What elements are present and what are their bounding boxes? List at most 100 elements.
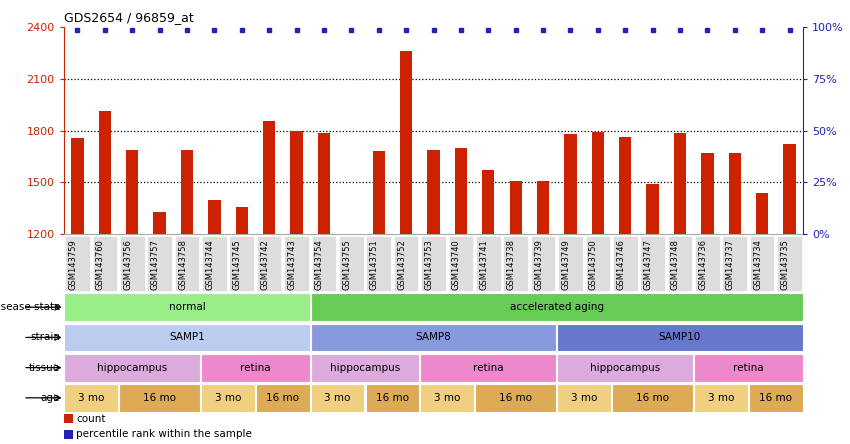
Text: GSM143750: GSM143750	[589, 239, 598, 290]
Bar	[449, 236, 473, 291]
Bar	[428, 150, 439, 234]
Text: GSM143734: GSM143734	[753, 239, 762, 290]
Text: GSM143741: GSM143741	[479, 239, 488, 290]
Bar	[640, 236, 665, 291]
Bar	[694, 384, 748, 412]
Text: GSM143746: GSM143746	[616, 239, 626, 290]
Bar	[284, 236, 309, 291]
Text: retina: retina	[241, 363, 271, 373]
Bar	[311, 293, 802, 321]
Bar	[475, 384, 556, 412]
Bar	[777, 236, 802, 291]
Bar	[784, 144, 796, 234]
Bar	[65, 324, 309, 351]
Text: GSM143744: GSM143744	[206, 239, 214, 290]
Bar	[421, 354, 556, 381]
Text: SAMP1: SAMP1	[169, 333, 205, 342]
Text: hippocampus: hippocampus	[330, 363, 400, 373]
Bar	[647, 184, 659, 234]
Bar	[558, 384, 611, 412]
Bar	[318, 133, 330, 234]
Bar	[339, 236, 364, 291]
Bar	[71, 139, 83, 234]
Bar	[476, 236, 501, 291]
Bar	[311, 324, 556, 351]
Text: GSM143756: GSM143756	[123, 239, 133, 290]
Bar	[311, 354, 419, 381]
Bar	[311, 384, 365, 412]
Bar	[208, 200, 220, 234]
Text: GSM143735: GSM143735	[780, 239, 790, 290]
Text: count: count	[76, 414, 105, 424]
Bar	[749, 384, 802, 412]
Text: 3 mo: 3 mo	[78, 393, 105, 403]
Bar	[257, 236, 281, 291]
Bar	[613, 236, 638, 291]
Text: age: age	[41, 393, 60, 403]
Text: 3 mo: 3 mo	[325, 393, 351, 403]
Text: GSM143736: GSM143736	[699, 239, 707, 290]
Bar	[147, 236, 172, 291]
Bar	[65, 293, 309, 321]
Bar	[366, 384, 419, 412]
Text: GSM143754: GSM143754	[315, 239, 324, 290]
Text: accelerated aging: accelerated aging	[510, 302, 604, 312]
Bar	[728, 153, 741, 234]
Bar	[230, 236, 254, 291]
Bar	[394, 236, 418, 291]
Bar	[421, 384, 474, 412]
Bar	[592, 132, 604, 234]
Text: GSM143752: GSM143752	[397, 239, 406, 290]
Text: 16 mo: 16 mo	[143, 393, 176, 403]
Text: GSM143737: GSM143737	[726, 239, 734, 290]
Bar	[695, 236, 720, 291]
Text: GDS2654 / 96859_at: GDS2654 / 96859_at	[64, 11, 194, 24]
Bar	[509, 181, 522, 234]
Bar	[530, 236, 555, 291]
Bar	[372, 151, 385, 234]
Text: GSM143755: GSM143755	[343, 239, 351, 290]
Text: SAMP8: SAMP8	[416, 333, 451, 342]
Bar	[558, 324, 802, 351]
Text: GSM143758: GSM143758	[178, 239, 187, 290]
Text: GSM143759: GSM143759	[69, 239, 77, 290]
Bar	[400, 51, 412, 234]
Bar	[558, 354, 693, 381]
Bar	[202, 236, 227, 291]
Text: strain: strain	[30, 333, 60, 342]
Bar	[126, 150, 139, 234]
Bar	[174, 236, 199, 291]
Bar	[119, 384, 200, 412]
Text: GSM143743: GSM143743	[287, 239, 297, 290]
Text: tissue: tissue	[29, 363, 60, 373]
Text: 16 mo: 16 mo	[376, 393, 409, 403]
Text: 16 mo: 16 mo	[636, 393, 669, 403]
Text: 3 mo: 3 mo	[215, 393, 241, 403]
Bar	[291, 131, 303, 234]
Text: normal: normal	[168, 302, 206, 312]
Text: hippocampus: hippocampus	[97, 363, 167, 373]
Text: GSM143747: GSM143747	[643, 239, 653, 290]
Bar	[756, 193, 768, 234]
Bar	[455, 148, 467, 234]
Text: GSM143751: GSM143751	[370, 239, 379, 290]
Text: 16 mo: 16 mo	[266, 393, 299, 403]
Bar	[674, 133, 686, 234]
Bar	[99, 111, 111, 234]
Bar	[201, 354, 309, 381]
Text: hippocampus: hippocampus	[590, 363, 660, 373]
Text: retina: retina	[473, 363, 503, 373]
Text: GSM143740: GSM143740	[452, 239, 461, 290]
Text: GSM143753: GSM143753	[424, 239, 434, 290]
Bar	[154, 212, 166, 234]
Bar	[366, 236, 391, 291]
Text: retina: retina	[734, 363, 764, 373]
Bar	[93, 236, 117, 291]
Bar	[619, 138, 632, 234]
Bar	[750, 236, 774, 291]
Bar	[722, 236, 747, 291]
Text: percentile rank within the sample: percentile rank within the sample	[76, 429, 252, 440]
Bar	[64, 430, 73, 439]
Text: SAMP10: SAMP10	[659, 333, 701, 342]
Bar	[701, 153, 713, 234]
